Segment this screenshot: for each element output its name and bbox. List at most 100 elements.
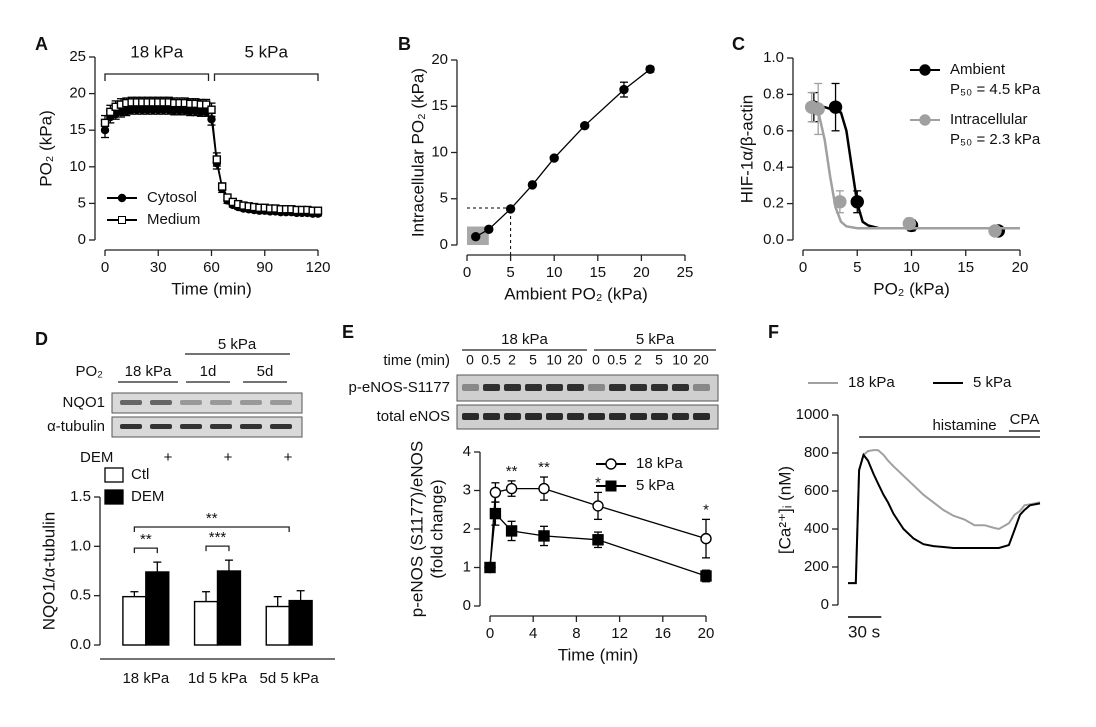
- blot-band: [150, 400, 172, 405]
- marker: [902, 216, 917, 231]
- blot-band: [525, 413, 542, 420]
- blot-band: [180, 424, 202, 429]
- x-tick-label: 0: [463, 264, 471, 281]
- y-axis-label: PO₂ (kPa): [36, 110, 55, 187]
- legend-label: 18 kPa: [848, 374, 895, 391]
- scale-bar-label: 30 s: [848, 622, 880, 641]
- x-tick-label: 10: [546, 264, 563, 281]
- panel-letter: E: [342, 322, 354, 342]
- sig-label: **: [538, 459, 550, 476]
- panel-letter: B: [398, 34, 411, 54]
- blot-lane-label: 1d: [200, 363, 217, 380]
- blot-row-label: total eNOS: [377, 408, 450, 425]
- legend-marker: [919, 114, 931, 126]
- x-axis-label: PO₂ (kPa): [873, 279, 950, 298]
- legend-label: Ctl: [131, 466, 149, 483]
- blot-mark: +: [224, 449, 233, 466]
- marker: [207, 105, 216, 114]
- marker: [223, 193, 232, 202]
- bar: [145, 571, 170, 646]
- marker: [489, 507, 502, 520]
- blot-row-label: p-eNOS-S1177: [349, 379, 450, 396]
- bar: [193, 600, 219, 646]
- y-tick-label: 15: [69, 121, 86, 138]
- treatment-label: histamine: [932, 417, 996, 434]
- blot-band: [672, 413, 689, 420]
- sig-label: ***: [209, 529, 227, 546]
- x-tick-label: 12: [611, 625, 628, 642]
- blot-lane-label: 0.5: [481, 352, 501, 368]
- series-line: [475, 68, 651, 238]
- marker: [106, 107, 115, 117]
- blot-band: [693, 384, 710, 391]
- series-line: [848, 452, 1041, 585]
- x-tick-label: 20: [1012, 259, 1029, 276]
- y-axis-label: HIF-1α/β-actin: [737, 95, 756, 203]
- blot-label: 5 kPa: [218, 336, 257, 353]
- blot-band: [120, 424, 142, 429]
- marker: [100, 118, 110, 128]
- panel-letter: A: [35, 34, 48, 54]
- blot-band: [270, 400, 292, 405]
- blot-band: [630, 384, 647, 391]
- marker: [549, 153, 559, 163]
- y-tick-label: 0.6: [763, 122, 784, 139]
- blot-lane-label: 2: [508, 352, 516, 368]
- legend-marker: [605, 458, 617, 470]
- x-tick-label: 0: [486, 625, 494, 642]
- marker: [505, 525, 518, 537]
- y-tick-label: 400: [804, 520, 829, 537]
- blot-lane-label: 10: [546, 352, 562, 368]
- marker: [828, 100, 843, 114]
- marker: [850, 195, 864, 209]
- marker: [471, 231, 481, 242]
- blot-label: DEM: [80, 449, 113, 466]
- y-tick-label: 200: [804, 558, 829, 575]
- blot-band: [240, 424, 262, 429]
- series-line: [489, 487, 707, 568]
- blot-band: [609, 413, 626, 420]
- blot-lane-label: 5d: [257, 363, 274, 380]
- y-tick-label: 0: [463, 597, 471, 614]
- x-tick-label: 90: [256, 259, 273, 276]
- x-tick-label: 5d 5 kPa: [260, 670, 320, 687]
- x-tick-label: 1d 5 kPa: [188, 670, 248, 687]
- blot-band: [651, 384, 668, 391]
- marker: [988, 224, 1002, 238]
- blot-band: [240, 400, 262, 405]
- y-tick-label: 0: [440, 236, 448, 253]
- blot-lane-label: 0: [592, 352, 600, 368]
- legend-swatch: [104, 489, 124, 505]
- blot-band: [693, 413, 710, 420]
- y-tick-label: 20: [431, 51, 448, 68]
- legend-marker: [919, 64, 931, 76]
- blot-band: [546, 384, 563, 391]
- y-tick-label: 0: [821, 596, 829, 613]
- y-tick-label: 10: [431, 143, 448, 160]
- y-tick-label: 1.0: [763, 49, 784, 66]
- bar: [122, 595, 147, 646]
- sig-label: **: [140, 531, 152, 548]
- x-tick-label: 20: [698, 625, 715, 642]
- sig-bracket: [133, 547, 158, 554]
- marker: [212, 155, 222, 164]
- legend-marker: [605, 480, 617, 492]
- x-tick-label: 30: [150, 259, 167, 276]
- blot-band: [651, 413, 668, 420]
- y-tick-label: 5: [440, 190, 448, 207]
- blot-strip: [111, 392, 303, 414]
- x-axis-label: Time (min): [171, 279, 252, 298]
- marker: [201, 100, 211, 109]
- y-tick-label: 0.0: [70, 636, 91, 653]
- marker: [527, 180, 538, 190]
- bar: [216, 570, 242, 646]
- marker: [700, 570, 712, 582]
- blot-band: [630, 413, 647, 420]
- panel-letter: D: [35, 329, 48, 349]
- blot-band: [462, 413, 479, 420]
- blot-group-label: 18 kPa: [501, 331, 548, 348]
- blot-band: [588, 413, 605, 420]
- bar: [288, 599, 313, 646]
